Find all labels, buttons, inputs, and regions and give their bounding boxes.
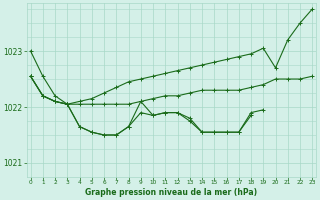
X-axis label: Graphe pression niveau de la mer (hPa): Graphe pression niveau de la mer (hPa) [85,188,258,197]
